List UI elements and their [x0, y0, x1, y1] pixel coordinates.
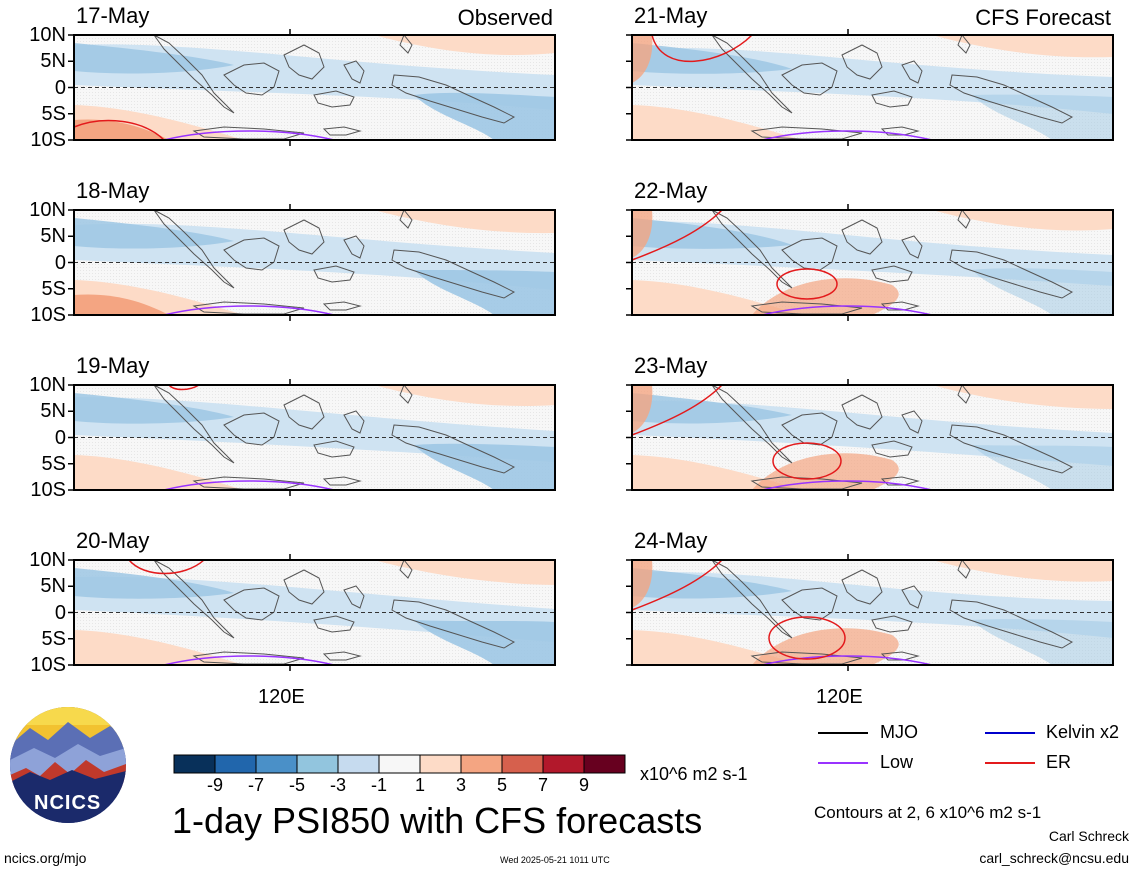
panel-date-label: 21-May: [634, 3, 708, 28]
source-url[interactable]: ncics.org/mjo: [4, 850, 87, 866]
panel-date-label: 17-May: [76, 3, 150, 28]
longitude-label-left: 120E: [258, 686, 305, 708]
latitude-tick-label: 5S: [41, 452, 66, 475]
latitude-tick-label: 0: [54, 251, 66, 274]
colorbar-swatch: [542, 754, 585, 774]
colorbar-tick-label: -7: [247, 775, 264, 795]
panel-date-label: 18-May: [76, 178, 150, 203]
colorbar-tick-label: -5: [288, 775, 305, 795]
legend: [818, 732, 1035, 764]
colorbar-tick-label: -3: [329, 775, 346, 795]
panel-date-label: 20-May: [76, 528, 150, 553]
map-panel: [626, 554, 1114, 671]
colorbar-swatch: [296, 754, 339, 774]
email: carl_schreck@ncsu.edu: [979, 850, 1129, 866]
colorbar-swatch: [583, 754, 626, 774]
latitude-tick-label: 5N: [40, 400, 66, 423]
legend-label-kelvin: Kelvin x2: [1046, 722, 1120, 742]
panel-date-label: 23-May: [634, 353, 708, 378]
ncics-logo: [10, 707, 126, 823]
colorbar-tick-label: 3: [455, 775, 466, 795]
panel-source-tag: CFS Forecast: [975, 5, 1111, 30]
contours-note: Contours at 2, 6 x10^6 m2 s-1: [814, 803, 1042, 822]
main-title: 1-day PSI850 with CFS forecasts: [172, 800, 703, 841]
map-panel: [68, 29, 556, 146]
colorbar-swatch: [460, 754, 503, 774]
map-panel: [626, 204, 1114, 321]
map-panel: [626, 29, 1114, 146]
latitude-tick-label: 5S: [41, 277, 66, 300]
colorbar-tick-label: -1: [370, 775, 387, 795]
timestamp: Wed 2025-05-21 1011 UTC: [500, 855, 610, 865]
latitude-tick-label: 10N: [29, 24, 66, 46]
panel-date-label: 19-May: [76, 353, 150, 378]
colorbar-tick-label: -9: [206, 775, 223, 795]
latitude-tick-label: 0: [54, 601, 66, 624]
colorbar-swatch: [378, 754, 421, 774]
legend-label-mjo: MJO: [880, 722, 918, 742]
colorbar-swatch: [173, 754, 216, 774]
panel-source-tag: Observed: [457, 5, 553, 30]
latitude-tick-label: 10S: [30, 479, 66, 501]
colorbar-tick-label: 9: [578, 775, 589, 795]
latitude-tick-label: 10S: [30, 129, 66, 151]
colorbar-units: x10^6 m2 s-1: [640, 764, 748, 784]
latitude-tick-label: 5N: [40, 575, 66, 598]
map-panel: [68, 379, 556, 496]
legend-label-er: ER: [1046, 752, 1072, 772]
latitude-tick-label: 5S: [41, 627, 66, 650]
latitude-tick-label: 5S: [41, 102, 66, 125]
author: Carl Schreck: [1048, 828, 1129, 844]
colorbar-swatch: [419, 754, 462, 774]
colorbar-tick-label: 5: [496, 775, 507, 795]
colorbar: [173, 754, 626, 774]
legend-label-low: Low: [880, 752, 914, 772]
map-panel: [68, 204, 556, 321]
map-panel: [68, 554, 556, 671]
latitude-tick-label: 5N: [40, 50, 66, 73]
colorbar-swatch: [337, 754, 380, 774]
colorbar-tick-label: 1: [414, 775, 425, 795]
latitude-tick-label: 10S: [30, 654, 66, 676]
latitude-tick-label: 0: [54, 76, 66, 99]
colorbar-swatch: [214, 754, 257, 774]
logo-text: NCICS: [34, 792, 102, 814]
map-panel: [626, 379, 1114, 496]
panel-date-label: 22-May: [634, 178, 708, 203]
colorbar-swatch: [501, 754, 544, 774]
latitude-tick-label: 5N: [40, 225, 66, 248]
latitude-tick-label: 10N: [29, 549, 66, 571]
colorbar-swatch: [255, 754, 298, 774]
panel-date-label: 24-May: [634, 528, 708, 553]
latitude-tick-label: 10S: [30, 304, 66, 326]
latitude-tick-label: 0: [54, 426, 66, 449]
latitude-tick-label: 10N: [29, 374, 66, 396]
latitude-tick-label: 10N: [29, 199, 66, 221]
longitude-label-right: 120E: [816, 686, 863, 708]
colorbar-tick-label: 7: [537, 775, 548, 795]
